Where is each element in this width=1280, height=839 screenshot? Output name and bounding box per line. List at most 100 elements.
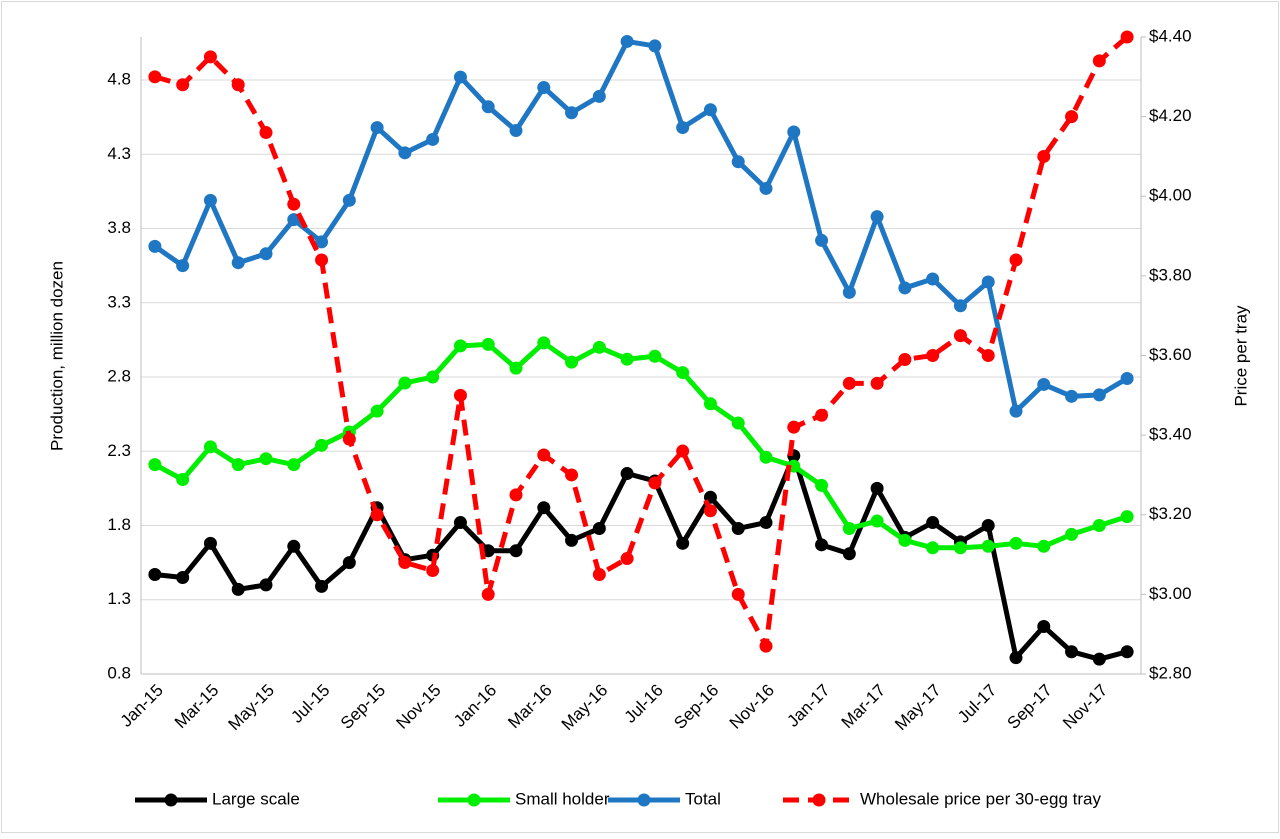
point bbox=[148, 70, 162, 84]
point bbox=[981, 349, 995, 362]
point bbox=[315, 579, 329, 593]
y2-tick-label: $3.60 bbox=[1149, 345, 1192, 364]
point bbox=[703, 103, 717, 117]
point bbox=[815, 408, 829, 422]
y2-tick-label: $2.80 bbox=[1149, 663, 1192, 682]
point bbox=[426, 370, 440, 384]
point bbox=[203, 50, 217, 64]
point bbox=[953, 299, 967, 313]
point bbox=[898, 281, 912, 295]
legend-label: Total bbox=[685, 789, 721, 808]
point bbox=[870, 514, 884, 528]
point bbox=[676, 444, 690, 458]
y2-tick-label: $3.00 bbox=[1149, 584, 1192, 603]
y-tick-label: 4.3 bbox=[107, 144, 131, 163]
point bbox=[926, 349, 940, 362]
point bbox=[981, 519, 995, 533]
point bbox=[759, 516, 773, 530]
point bbox=[592, 89, 606, 103]
point bbox=[148, 458, 162, 472]
point bbox=[148, 239, 162, 253]
point bbox=[620, 552, 634, 566]
point bbox=[926, 516, 940, 530]
point bbox=[287, 458, 301, 472]
point bbox=[509, 544, 523, 558]
point bbox=[537, 448, 551, 462]
point bbox=[1120, 510, 1134, 524]
point bbox=[453, 516, 467, 530]
point bbox=[1092, 54, 1106, 68]
point bbox=[870, 481, 884, 495]
point bbox=[648, 39, 662, 53]
point bbox=[315, 438, 329, 452]
point bbox=[953, 541, 967, 555]
point bbox=[259, 452, 273, 466]
point bbox=[1065, 645, 1079, 659]
point bbox=[203, 193, 217, 207]
point bbox=[537, 336, 551, 350]
point bbox=[703, 397, 717, 411]
point bbox=[176, 78, 190, 92]
y-tick-label: 1.3 bbox=[107, 589, 131, 608]
point bbox=[565, 355, 579, 369]
legend-label: Small holder bbox=[515, 789, 610, 808]
point bbox=[731, 155, 745, 169]
point bbox=[1120, 645, 1134, 659]
point bbox=[342, 556, 356, 570]
point bbox=[1092, 519, 1106, 533]
point bbox=[342, 432, 356, 446]
point bbox=[870, 210, 884, 224]
point bbox=[565, 468, 579, 482]
point bbox=[842, 521, 856, 535]
point bbox=[231, 78, 245, 92]
point bbox=[398, 146, 412, 160]
y2-tick-label: $3.80 bbox=[1149, 265, 1192, 284]
point bbox=[592, 521, 606, 535]
y-axis-label: Production, million dozen bbox=[47, 261, 66, 451]
point bbox=[842, 547, 856, 561]
point bbox=[398, 376, 412, 390]
point bbox=[676, 536, 690, 550]
point bbox=[1065, 110, 1079, 124]
point bbox=[1120, 372, 1134, 386]
point bbox=[981, 539, 995, 553]
point bbox=[731, 416, 745, 430]
point bbox=[565, 533, 579, 547]
point bbox=[565, 106, 579, 120]
point bbox=[259, 247, 273, 261]
point bbox=[176, 472, 190, 486]
point bbox=[926, 272, 940, 286]
point bbox=[231, 582, 245, 596]
point bbox=[315, 253, 329, 267]
point bbox=[481, 337, 495, 351]
point bbox=[1120, 30, 1134, 44]
point bbox=[759, 639, 773, 653]
point bbox=[898, 533, 912, 547]
point bbox=[453, 70, 467, 84]
point bbox=[509, 488, 523, 502]
point bbox=[898, 352, 912, 366]
point bbox=[759, 181, 773, 195]
y-tick-label: 3.8 bbox=[107, 218, 131, 237]
point bbox=[453, 339, 467, 353]
point bbox=[676, 121, 690, 135]
point bbox=[953, 329, 967, 343]
point bbox=[231, 256, 245, 270]
point bbox=[1009, 404, 1023, 418]
point bbox=[1065, 389, 1079, 403]
y-tick-label: 1.8 bbox=[107, 515, 131, 534]
point bbox=[842, 376, 856, 390]
y2-tick-label: $4.20 bbox=[1149, 106, 1192, 125]
legend-marker bbox=[467, 793, 481, 807]
point bbox=[203, 440, 217, 454]
point bbox=[1092, 388, 1106, 402]
point bbox=[1037, 149, 1051, 163]
y2-axis-label: Price per tray bbox=[1231, 305, 1250, 407]
point bbox=[787, 125, 801, 139]
point bbox=[731, 521, 745, 535]
point bbox=[509, 361, 523, 375]
y2-tick-label: $3.40 bbox=[1149, 425, 1192, 444]
point bbox=[509, 124, 523, 138]
